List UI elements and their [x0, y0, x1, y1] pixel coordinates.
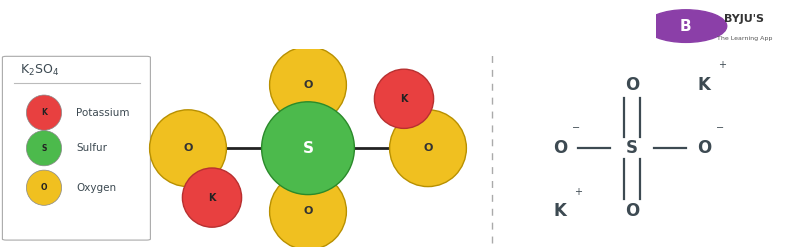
- Text: S: S: [302, 141, 314, 156]
- Text: O: O: [423, 143, 433, 153]
- Text: S: S: [626, 139, 638, 157]
- Text: The Learning App: The Learning App: [717, 36, 772, 41]
- Text: K: K: [208, 193, 216, 203]
- Ellipse shape: [26, 170, 62, 205]
- Ellipse shape: [374, 69, 434, 128]
- Text: O: O: [303, 206, 313, 216]
- Text: K: K: [554, 203, 566, 220]
- Text: B: B: [680, 19, 692, 34]
- Ellipse shape: [270, 47, 346, 123]
- Ellipse shape: [262, 102, 354, 195]
- Text: O: O: [41, 183, 47, 192]
- Text: O: O: [183, 143, 193, 153]
- Text: Sulfur: Sulfur: [76, 143, 107, 153]
- Text: K: K: [698, 76, 710, 94]
- Ellipse shape: [270, 173, 346, 247]
- Ellipse shape: [182, 168, 242, 227]
- Text: −: −: [716, 124, 724, 133]
- Text: $\mathrm{K_2SO_4}$: $\mathrm{K_2SO_4}$: [20, 63, 59, 78]
- Text: BYJU'S: BYJU'S: [725, 14, 765, 24]
- Text: O: O: [303, 80, 313, 90]
- Text: O: O: [625, 76, 639, 94]
- Text: Potassium: Potassium: [76, 108, 130, 118]
- Ellipse shape: [26, 131, 62, 166]
- FancyBboxPatch shape: [2, 56, 150, 240]
- Text: K: K: [400, 94, 408, 104]
- Circle shape: [645, 10, 726, 42]
- Text: K: K: [41, 108, 47, 117]
- Text: +: +: [718, 60, 726, 70]
- Ellipse shape: [390, 110, 466, 186]
- Text: −: −: [572, 124, 580, 133]
- Text: O: O: [553, 139, 567, 157]
- Text: Oxygen: Oxygen: [76, 183, 116, 193]
- Ellipse shape: [150, 110, 226, 186]
- Text: O: O: [625, 203, 639, 220]
- Text: O: O: [697, 139, 711, 157]
- Text: POTASSIUM SULFATE STRUCTURE: POTASSIUM SULFATE STRUCTURE: [16, 15, 406, 35]
- Text: +: +: [574, 187, 582, 197]
- Ellipse shape: [26, 95, 62, 130]
- Text: S: S: [42, 144, 46, 153]
